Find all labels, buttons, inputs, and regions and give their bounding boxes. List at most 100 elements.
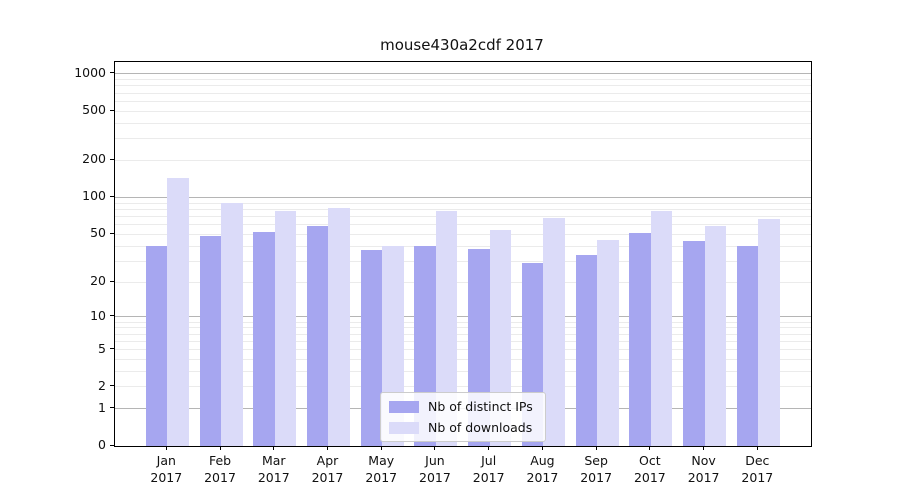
x-tick-aug bbox=[541, 446, 543, 450]
plot-area: Nb of distinct IPs Nb of downloads bbox=[114, 61, 812, 447]
x-tick-label-aug: Aug 2017 bbox=[526, 453, 559, 485]
y-tick-1000 bbox=[110, 72, 114, 74]
bar-apr-downloads bbox=[328, 208, 350, 446]
gridline-20 bbox=[115, 281, 811, 283]
gridline-400 bbox=[115, 122, 811, 124]
y-tick-10 bbox=[110, 315, 114, 317]
y-tick-label-10: 10 bbox=[90, 307, 106, 323]
x-tick-feb bbox=[219, 446, 221, 450]
y-tick-label-0: 0 bbox=[98, 437, 106, 452]
bar-may-distinct-ips bbox=[360, 250, 383, 446]
gridline-9 bbox=[115, 321, 811, 323]
bar-apr-distinct-ips bbox=[306, 226, 329, 446]
bar-aug-downloads bbox=[543, 218, 565, 446]
gridline-4 bbox=[115, 358, 811, 360]
x-tick-may bbox=[380, 446, 382, 450]
x-tick-dec bbox=[756, 446, 758, 450]
x-tick-oct bbox=[649, 446, 651, 450]
gridline-3 bbox=[115, 370, 811, 372]
x-tick-label-mar: Mar 2017 bbox=[257, 453, 290, 485]
bar-mar-distinct-ips bbox=[253, 232, 275, 446]
gridline-5 bbox=[115, 349, 811, 351]
gridline-100 bbox=[115, 196, 811, 198]
x-tick-sep bbox=[595, 446, 597, 450]
gridline-40 bbox=[115, 245, 811, 247]
x-tick-jan bbox=[165, 446, 167, 450]
legend: Nb of distinct IPs Nb of downloads bbox=[380, 392, 546, 442]
y-tick-20 bbox=[110, 280, 114, 282]
y-tick-label-2: 2 bbox=[98, 377, 106, 393]
x-tick-nov bbox=[703, 446, 705, 450]
x-tick-apr bbox=[326, 446, 328, 450]
legend-swatch-distinct-ips bbox=[389, 400, 419, 413]
legend-row-downloads: Nb of downloads bbox=[389, 420, 533, 435]
x-tick-label-jun: Jun 2017 bbox=[419, 453, 451, 485]
x-tick-jul bbox=[488, 446, 490, 450]
y-tick-label-5: 5 bbox=[98, 340, 106, 356]
bar-nov-downloads bbox=[704, 226, 727, 446]
gridline-600 bbox=[115, 100, 811, 102]
gridline-70 bbox=[115, 215, 811, 217]
gridline-1000 bbox=[115, 73, 811, 75]
y-tick-500 bbox=[110, 109, 114, 111]
gridline-80 bbox=[115, 208, 811, 210]
y-tick-1 bbox=[110, 407, 114, 409]
bar-oct-distinct-ips bbox=[629, 233, 651, 446]
gridline-8 bbox=[115, 327, 811, 329]
y-tick-label-200: 200 bbox=[82, 151, 106, 167]
gridline-7 bbox=[115, 333, 811, 335]
x-tick-label-jul: Jul 2017 bbox=[472, 453, 505, 485]
y-tick-5 bbox=[110, 348, 114, 349]
y-tick-0 bbox=[110, 444, 114, 446]
chart-title: mouse430a2cdf 2017 bbox=[380, 36, 544, 54]
gridline-900 bbox=[115, 79, 811, 81]
gridline-700 bbox=[115, 92, 811, 94]
bar-sep-distinct-ips bbox=[575, 254, 598, 446]
x-tick-jun bbox=[434, 446, 436, 450]
legend-row-distinct-ips: Nb of distinct IPs bbox=[389, 399, 533, 414]
bar-jan-downloads bbox=[167, 177, 189, 446]
bar-feb-downloads bbox=[221, 203, 243, 446]
x-tick-label-dec: Dec 2017 bbox=[741, 453, 774, 485]
bar-jan-distinct-ips bbox=[145, 246, 168, 446]
x-tick-label-jan: Jan 2017 bbox=[150, 453, 183, 485]
x-tick-label-feb: Feb 2017 bbox=[204, 453, 236, 485]
y-tick-200 bbox=[110, 158, 114, 160]
bar-dec-distinct-ips bbox=[736, 246, 759, 446]
x-tick-mar bbox=[273, 446, 275, 450]
y-tick-label-1: 1 bbox=[98, 399, 106, 415]
y-tick-2 bbox=[110, 385, 114, 387]
bar-sep-downloads bbox=[597, 239, 619, 446]
y-tick-100 bbox=[110, 195, 114, 197]
y-tick-50 bbox=[110, 232, 114, 234]
bar-feb-distinct-ips bbox=[199, 236, 222, 446]
x-tick-label-nov: Nov 2017 bbox=[687, 453, 720, 485]
bar-nov-distinct-ips bbox=[683, 241, 705, 446]
gridline-10 bbox=[115, 316, 811, 318]
y-tick-label-1000: 1000 bbox=[74, 64, 106, 80]
gridline-50 bbox=[115, 233, 811, 235]
gridline-500 bbox=[115, 110, 811, 112]
legend-label-downloads: Nb of downloads bbox=[428, 420, 533, 435]
legend-swatch-downloads bbox=[389, 421, 419, 434]
x-tick-label-may: May 2017 bbox=[365, 453, 398, 485]
gridline-800 bbox=[115, 85, 811, 87]
y-tick-label-50: 50 bbox=[90, 225, 106, 241]
x-tick-label-apr: Apr 2017 bbox=[311, 453, 344, 485]
gridline-2 bbox=[115, 386, 811, 388]
gridline-90 bbox=[115, 202, 811, 204]
bar-oct-downloads bbox=[650, 210, 673, 446]
gridline-300 bbox=[115, 138, 811, 140]
y-tick-label-500: 500 bbox=[82, 102, 106, 118]
bar-mar-downloads bbox=[274, 210, 297, 446]
bar-dec-downloads bbox=[758, 218, 780, 446]
y-tick-label-20: 20 bbox=[90, 273, 106, 289]
x-tick-label-sep: Sep 2017 bbox=[580, 453, 613, 485]
bar-jun-downloads bbox=[435, 210, 458, 446]
gridline-200 bbox=[115, 159, 811, 161]
x-tick-label-oct: Oct 2017 bbox=[633, 453, 666, 485]
y-tick-label-100: 100 bbox=[82, 188, 106, 204]
legend-label-distinct-ips: Nb of distinct IPs bbox=[428, 399, 533, 414]
gridline-60 bbox=[115, 224, 811, 226]
